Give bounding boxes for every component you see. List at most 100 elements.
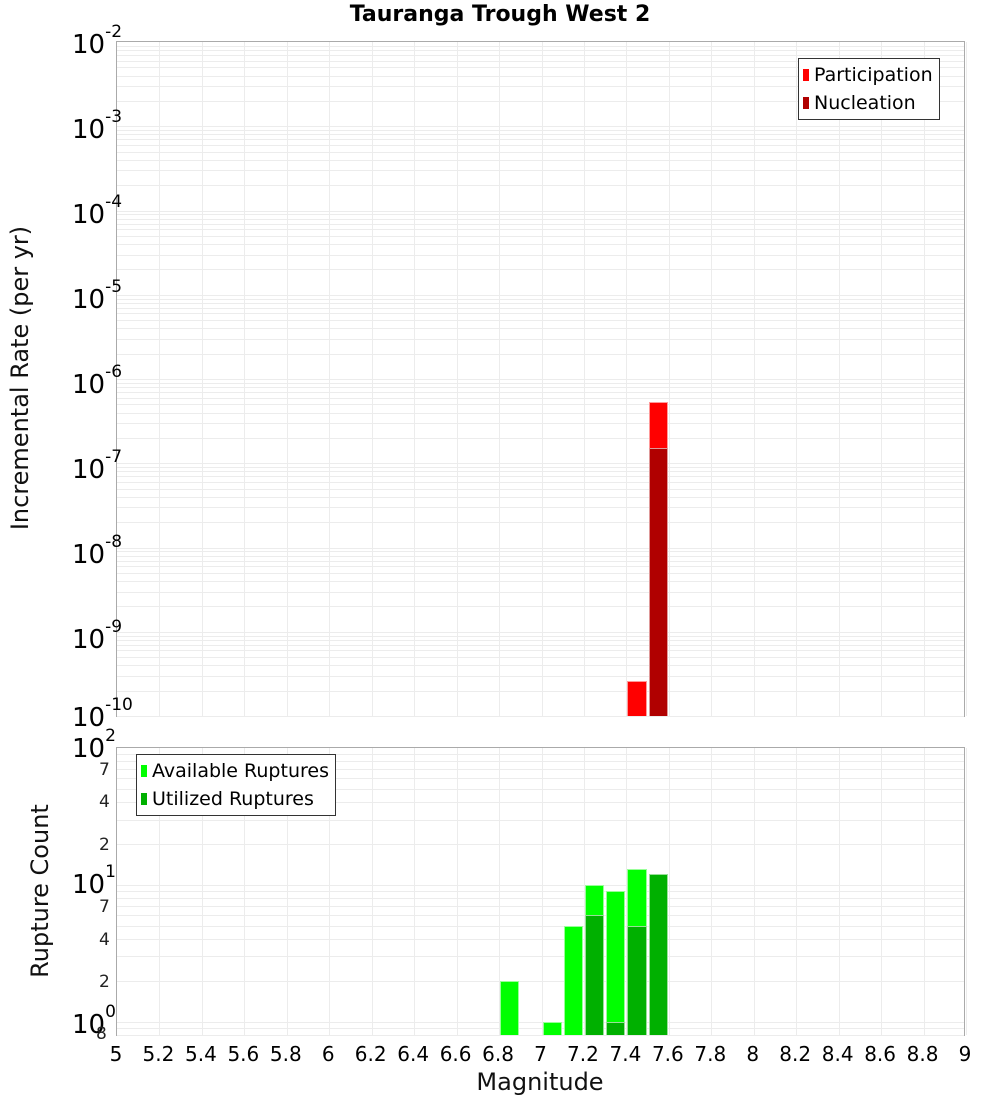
grid-line [117, 382, 964, 384]
grid-line [881, 748, 883, 1035]
grid-line [117, 891, 964, 893]
grid-line [796, 42, 798, 716]
grid-line [117, 185, 964, 187]
grid-line [117, 404, 964, 406]
x-tick-label: 8.6 [864, 1042, 896, 1066]
grid-line [117, 50, 964, 52]
grid-line [117, 223, 964, 225]
grid-line [117, 476, 964, 478]
legend-available: Available Ruptures [152, 760, 329, 782]
bar-available-ruptures [606, 891, 626, 1035]
grid-line [117, 467, 964, 469]
y-tick-minor-label: 4 [99, 930, 110, 950]
bar-nucleation [648, 448, 668, 716]
grid-line [117, 75, 964, 77]
grid-line [711, 42, 713, 716]
grid-line [117, 926, 964, 928]
grid-line [117, 769, 964, 771]
bar-available-ruptures [500, 980, 520, 1035]
grid-line [117, 100, 964, 102]
grid-line [117, 778, 964, 780]
grid-line [117, 144, 964, 146]
grid-line [117, 884, 964, 886]
legend-utilized: Utilized Ruptures [152, 788, 314, 810]
grid-line [117, 898, 964, 900]
grid-line [456, 748, 458, 1035]
legend-participation: Participation [814, 64, 933, 86]
grid-line [923, 42, 925, 716]
grid-line [117, 675, 964, 677]
legend-nucleation: Nucleation [814, 92, 916, 114]
available-swatch [141, 765, 147, 777]
bar-utilized-ruptures [648, 874, 668, 1035]
grid-line [583, 42, 585, 716]
grid-line [796, 748, 798, 1035]
grid-line [117, 802, 964, 804]
grid-line [117, 639, 964, 641]
grid-line [117, 690, 964, 692]
grid-line [626, 42, 628, 716]
chart-title: Tauranga Trough West 2 [349, 2, 651, 27]
bar-utilized-ruptures [584, 915, 605, 1035]
grid-line [117, 1035, 964, 1036]
grid-line [371, 748, 373, 1035]
grid-line [244, 42, 246, 716]
y-tick-label: 101 [72, 862, 116, 900]
grid-line [244, 748, 246, 1035]
grid-line [117, 254, 964, 256]
y-tick-minor-label: 2 [99, 972, 110, 992]
x-tick-label: 7 [534, 1042, 547, 1066]
grid-line [371, 42, 373, 716]
grid-line [117, 915, 964, 917]
grid-line [117, 488, 964, 490]
grid-line [117, 819, 964, 821]
grid-line [117, 566, 964, 568]
x-tick-label: 8.8 [906, 1042, 939, 1066]
y-tick-minor-label: 7 [99, 760, 110, 780]
grid-line [499, 748, 501, 1035]
grid-line [117, 956, 964, 958]
grid-line [117, 218, 964, 220]
x-tick-label: 8.4 [821, 1042, 854, 1066]
y-tick-label: 10-7 [72, 447, 123, 485]
grid-line [117, 269, 964, 271]
y-tick-label: 10-2 [72, 22, 123, 60]
grid-line [414, 42, 416, 716]
grid-line [117, 591, 964, 593]
grid-line [117, 302, 964, 304]
grid-line [117, 423, 964, 425]
grid-line [117, 55, 964, 57]
grid-line [966, 748, 967, 1035]
grid-line [117, 665, 964, 667]
grid-line [117, 843, 964, 845]
grid-line [838, 748, 840, 1035]
top-y-axis-title: Incremental Rate (per yr) [6, 225, 34, 531]
grid-line [753, 748, 755, 1035]
x-tick-label: 5.2 [142, 1042, 175, 1066]
grid-line [117, 214, 964, 216]
grid-line [117, 320, 964, 322]
grid-line [117, 134, 964, 136]
grid-line [117, 657, 964, 659]
x-tick-label: 6.2 [354, 1042, 387, 1066]
x-tick-label: 7.6 [651, 1042, 684, 1066]
bar-available-ruptures [563, 926, 583, 1035]
grid-line [286, 748, 288, 1035]
grid-line [753, 42, 755, 716]
x-tick-label: 8.2 [779, 1042, 812, 1066]
bar-available-ruptures [542, 1021, 562, 1035]
grid-line [117, 139, 964, 141]
grid-line [838, 42, 840, 716]
grid-line [117, 939, 964, 941]
grid-line [414, 748, 416, 1035]
grid-line [329, 42, 331, 716]
grid-line [117, 338, 964, 340]
x-tick-label: 6.8 [482, 1042, 514, 1066]
grid-line [117, 412, 964, 414]
grid-line [117, 650, 964, 652]
grid-line [499, 42, 501, 716]
grid-line [117, 86, 964, 88]
grid-line [117, 631, 964, 633]
x-tick-label: 5.6 [227, 1042, 260, 1066]
grid-line [117, 761, 964, 763]
